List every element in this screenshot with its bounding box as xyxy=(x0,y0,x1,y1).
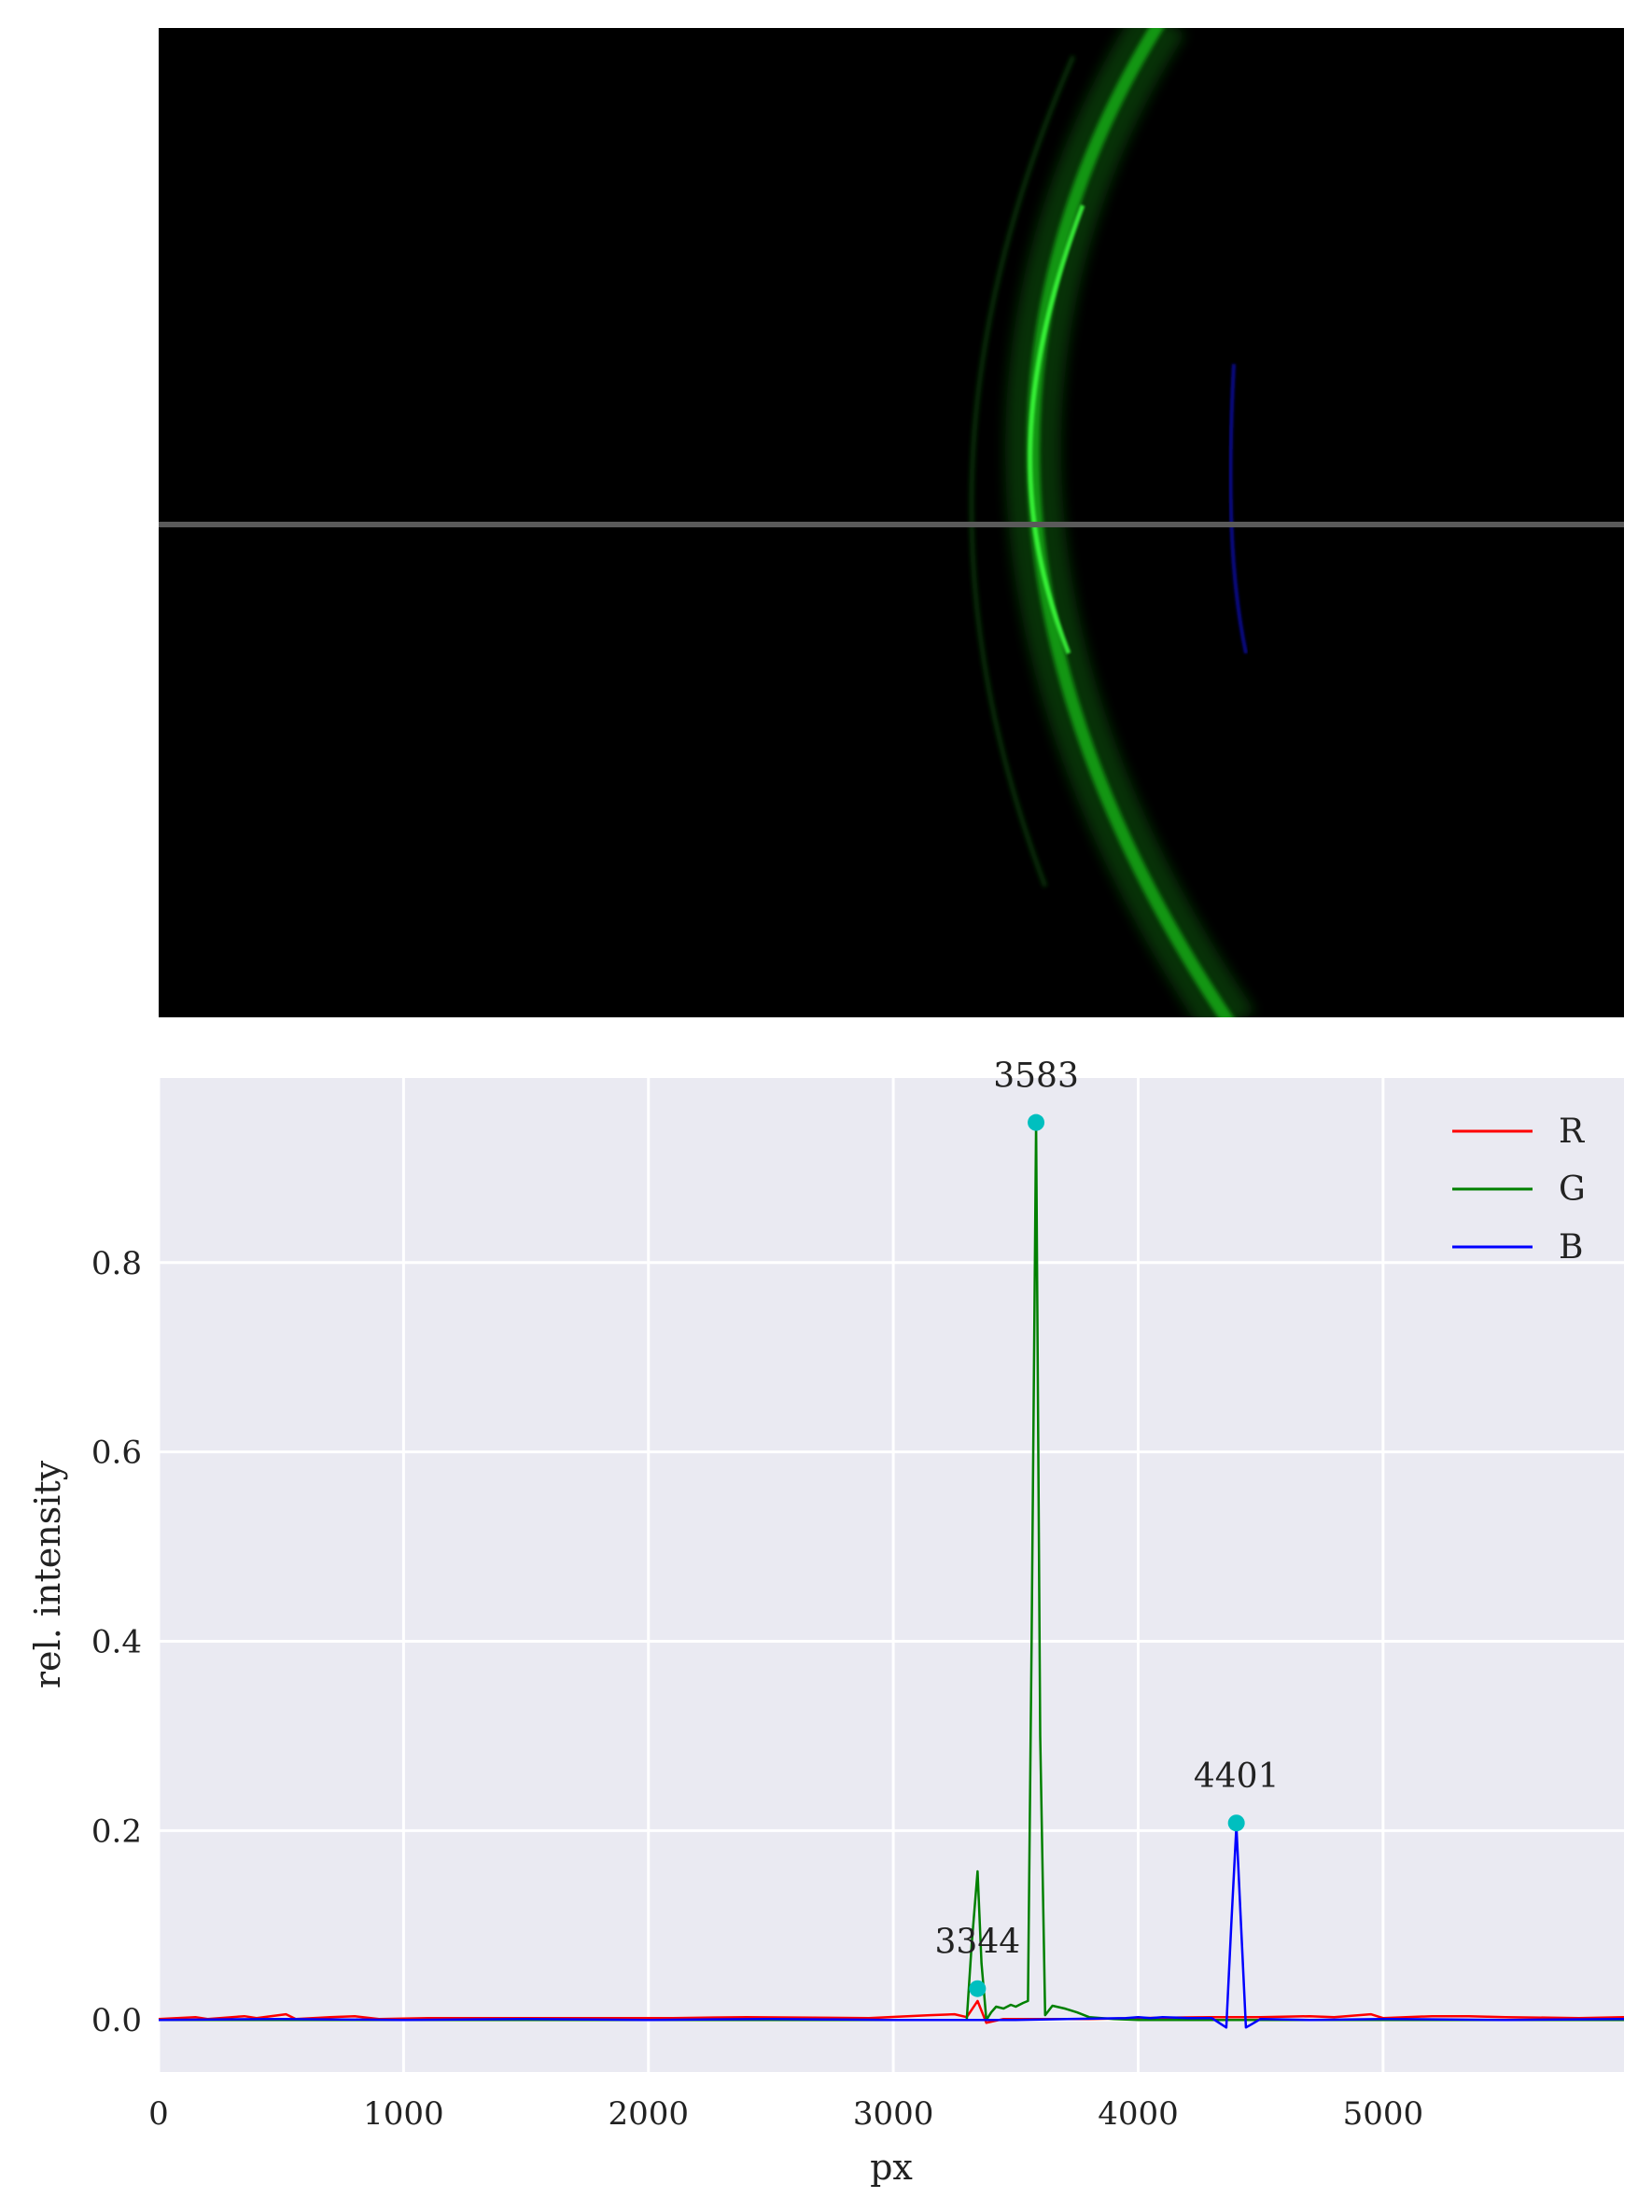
green-arc-core xyxy=(1028,204,1085,654)
peak-label-4401: 4401 xyxy=(1194,1757,1280,1796)
series-layer xyxy=(158,1121,1625,2029)
x-tick-labels: 0 1000 2000 3000 4000 5000 xyxy=(148,2095,1423,2133)
peak-marker-3344 xyxy=(969,1980,987,1997)
legend-label-G: G xyxy=(1559,1170,1586,1209)
peak-label-3583: 3583 xyxy=(993,1057,1079,1096)
legend-label-R: R xyxy=(1559,1113,1585,1151)
y-tick-label-1: 0.2 xyxy=(91,1813,142,1850)
markers-layer: 3344 3583 4401 xyxy=(935,1057,1280,1997)
peak-marker-3583 xyxy=(1028,1113,1045,1131)
spectrum-image-panel xyxy=(159,28,1624,1017)
gridlines xyxy=(157,1078,1624,2072)
x-tick-label-5: 5000 xyxy=(1343,2095,1424,2133)
x-tick-label-4: 4000 xyxy=(1098,2095,1179,2133)
y-axis-label: rel. intensity xyxy=(27,1460,68,1688)
legend-label-B: B xyxy=(1559,1228,1583,1267)
x-tick-label-2: 2000 xyxy=(608,2095,689,2133)
y-tick-label-3: 0.6 xyxy=(91,1435,142,1472)
x-axis-label: px xyxy=(870,2147,913,2188)
y-tick-label-4: 0.8 xyxy=(91,1245,142,1282)
green-arc-main xyxy=(1026,28,1234,1017)
x-tick-label-1: 1000 xyxy=(363,2095,444,2133)
x-tick-label-3: 3000 xyxy=(853,2095,934,2133)
green-arc-faint-outer xyxy=(969,54,1076,888)
y-tick-label-0: 0.0 xyxy=(91,2002,142,2039)
peak-marker-4401 xyxy=(1227,1814,1245,1832)
peak-label-3344: 3344 xyxy=(935,1924,1021,1962)
series-line-G xyxy=(159,1121,1624,2022)
series-line-B xyxy=(158,1825,1625,2029)
legend: RGB xyxy=(1452,1113,1586,1267)
y-tick-labels: 0.0 0.2 0.4 0.6 0.8 xyxy=(91,1245,142,2039)
y-tick-label-2: 0.4 xyxy=(91,1624,142,1661)
x-tick-label-0: 0 xyxy=(148,2095,169,2133)
plot-background xyxy=(159,1078,1624,2072)
